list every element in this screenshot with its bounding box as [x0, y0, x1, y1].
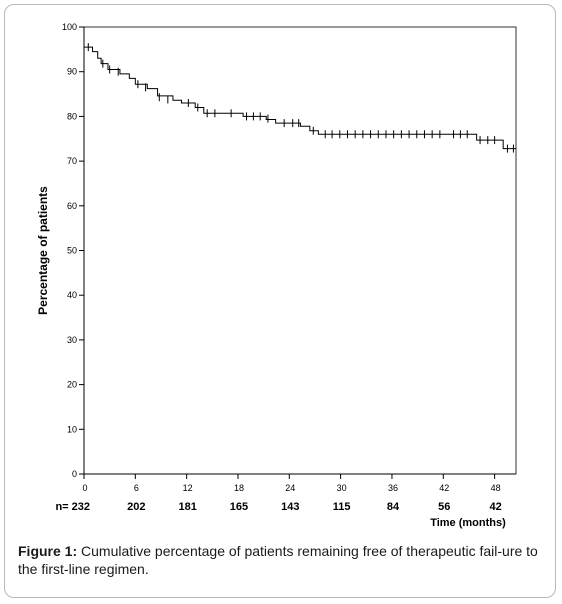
at-risk-count: 56: [438, 501, 450, 513]
at-risk-count: 143: [281, 501, 299, 513]
y-tick-label: 100: [62, 22, 77, 32]
x-tick-label: 0: [82, 483, 87, 493]
y-tick-label: 60: [67, 201, 77, 211]
y-tick-label: 40: [67, 290, 77, 300]
figure-frame: [4, 4, 556, 598]
caption-label: Figure 1:: [18, 543, 78, 559]
x-tick-label: 36: [388, 483, 398, 493]
x-axis-label: Time (months): [430, 517, 506, 529]
at-risk-count: 165: [230, 501, 248, 513]
y-tick-label: 70: [67, 156, 77, 166]
at-risk-count: 84: [387, 501, 400, 513]
at-risk-count: 202: [127, 501, 145, 513]
x-tick-label: 30: [337, 483, 347, 493]
x-axis-ticks: 0 6 12 18 24 30 36 42 48: [82, 474, 501, 493]
at-risk-count: 181: [178, 501, 196, 513]
survival-step-line: [84, 46, 516, 150]
y-tick-label: 0: [72, 469, 77, 479]
x-tick-label: 42: [439, 483, 449, 493]
figure-caption: Figure 1: Cumulative percentage of patie…: [18, 542, 548, 578]
y-axis-label: Percentage of patients: [36, 186, 50, 315]
x-tick-label: 24: [285, 483, 295, 493]
x-tick-label: 12: [183, 483, 193, 493]
y-axis-ticks: 0 10 20 30 40 50 60 70 80 90 100: [62, 22, 84, 479]
plot-area-border: [83, 26, 517, 475]
y-tick-label: 20: [67, 380, 77, 390]
y-tick-label: 10: [67, 424, 77, 434]
at-risk-n-total: n= 232: [55, 501, 90, 513]
caption-text: Cumulative percentage of patients remain…: [18, 543, 538, 577]
censor-marks: [87, 43, 514, 153]
x-tick-label: 6: [134, 483, 139, 493]
x-tick-label: 18: [234, 483, 244, 493]
at-risk-row: n= 232 202 181 165 143 115 84 56 42: [55, 501, 501, 513]
at-risk-count: 115: [333, 501, 351, 513]
y-tick-label: 90: [67, 67, 77, 77]
y-tick-label: 80: [67, 111, 77, 121]
survival-curve: [84, 46, 516, 150]
y-tick-label: 50: [67, 246, 77, 256]
at-risk-count: 42: [489, 501, 501, 513]
chart-axes: [83, 26, 517, 475]
x-tick-label: 48: [491, 483, 501, 493]
y-tick-label: 30: [67, 335, 77, 345]
